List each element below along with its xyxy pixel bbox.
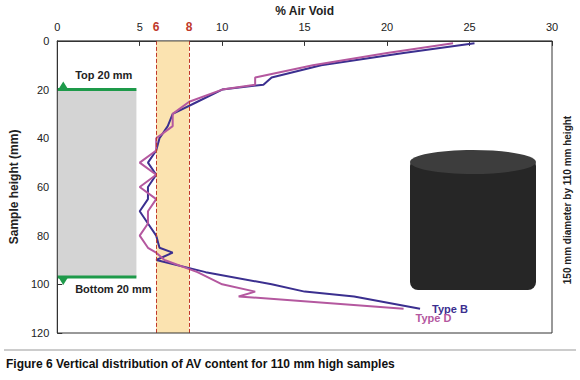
svg-text:30: 30 [546,21,558,33]
svg-text:Type D: Type D [416,312,452,324]
svg-text:60: 60 [37,181,49,193]
svg-text:25: 25 [463,21,475,33]
svg-text:15: 15 [299,21,311,33]
svg-text:0: 0 [43,35,49,47]
svg-text:20: 20 [37,84,49,96]
svg-text:Sample height (mm): Sample height (mm) [7,130,21,245]
svg-text:0: 0 [54,21,60,33]
svg-text:10: 10 [216,21,228,33]
svg-text:150 mm diameter by 110 mm heig: 150 mm diameter by 110 mm height [562,115,573,284]
svg-text:Type B: Type B [432,302,468,315]
svg-text:5: 5 [137,21,143,33]
svg-text:% Air Void: % Air Void [275,4,334,18]
svg-text:Bottom 20 mm: Bottom 20 mm [75,283,152,295]
svg-text:40: 40 [37,132,49,144]
svg-text:100: 100 [31,278,49,290]
svg-text:120: 120 [31,327,49,339]
svg-text:20: 20 [381,21,393,33]
svg-text:8: 8 [186,20,193,34]
svg-text:Top 20 mm: Top 20 mm [75,69,132,81]
svg-text:80: 80 [37,230,49,242]
svg-text:Figure 6 Vertical distribution: Figure 6 Vertical distribution of AV con… [6,357,395,371]
svg-text:6: 6 [153,20,160,34]
